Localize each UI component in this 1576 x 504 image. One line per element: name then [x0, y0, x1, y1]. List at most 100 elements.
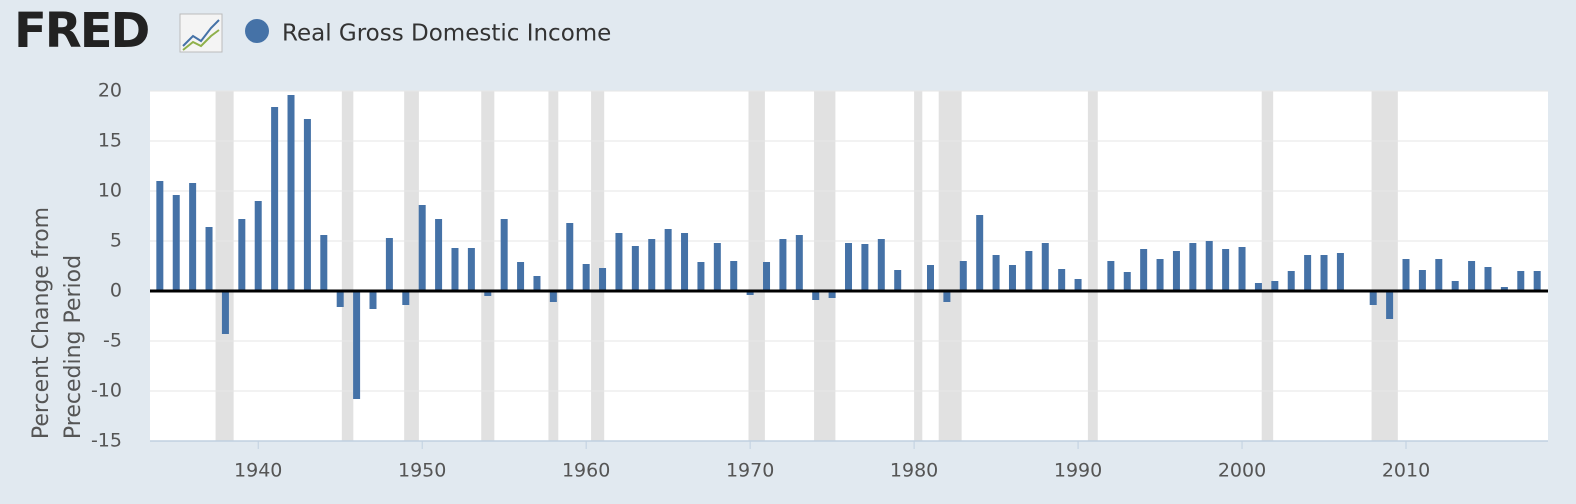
recession-band: [404, 91, 419, 441]
bar: [730, 261, 738, 291]
x-tick-label: 1960: [562, 460, 610, 482]
bar: [1205, 241, 1213, 291]
bar: [451, 248, 459, 291]
bar: [1517, 271, 1525, 291]
bar: [517, 262, 525, 291]
bar: [1156, 259, 1164, 291]
legend-label: Real Gross Domestic Income: [282, 21, 611, 47]
x-tick-label: 1970: [726, 460, 774, 482]
bar: [631, 246, 639, 291]
x-tick-label: 1950: [398, 460, 446, 482]
bar: [976, 215, 984, 291]
y-tick-label: 20: [98, 80, 122, 102]
logo: FRED: [14, 3, 149, 59]
bar: [1336, 253, 1344, 291]
bar: [1008, 265, 1016, 291]
bar: [238, 219, 246, 291]
x-tick-label: 1940: [234, 460, 282, 482]
bar: [1107, 261, 1115, 291]
recession-band: [938, 91, 962, 441]
recession-band: [814, 91, 836, 441]
x-tick-label: 2010: [1382, 460, 1430, 482]
recession-band: [548, 91, 559, 441]
recession-band: [1087, 91, 1098, 441]
bar: [926, 265, 934, 291]
bar: [353, 291, 361, 399]
bar: [713, 243, 721, 291]
y-axis-label: Percent Change from: [29, 207, 54, 439]
bar: [549, 291, 557, 302]
y-tick-label: 0: [110, 280, 122, 302]
bar: [189, 183, 197, 291]
recession-band: [748, 91, 765, 441]
bar: [500, 219, 508, 291]
bar: [599, 268, 607, 291]
bar: [1140, 249, 1148, 291]
bar: [1386, 291, 1394, 319]
bar: [812, 291, 820, 300]
bar: [681, 233, 689, 291]
bar: [763, 262, 771, 291]
bar: [1369, 291, 1377, 305]
bar: [336, 291, 344, 307]
bar: [845, 243, 853, 291]
bar: [418, 205, 426, 291]
bar: [779, 239, 787, 291]
recession-band: [1261, 91, 1274, 441]
bar: [648, 239, 656, 291]
x-tick-label: 1990: [1054, 460, 1102, 482]
bar: [861, 244, 869, 291]
bar: [1533, 271, 1541, 291]
bar: [1222, 249, 1230, 291]
bar: [1500, 287, 1508, 291]
bar: [467, 248, 475, 291]
y-tick-label: -10: [91, 380, 122, 402]
y-tick-label: 10: [98, 180, 122, 202]
y-tick-label: -15: [91, 430, 122, 452]
x-tick-label: 1980: [890, 460, 938, 482]
bar: [221, 291, 229, 334]
bar: [287, 95, 295, 291]
bar: [1189, 243, 1197, 291]
bar: [1435, 259, 1443, 291]
bar: [1123, 272, 1131, 291]
bar: [271, 107, 279, 291]
recession-band: [481, 91, 495, 441]
bar: [1041, 243, 1049, 291]
bar: [795, 235, 803, 291]
x-tick-label: 2000: [1218, 460, 1266, 482]
bar: [254, 201, 262, 291]
bar: [1468, 261, 1476, 291]
bar: [1025, 251, 1033, 291]
bar: [566, 223, 574, 291]
bar: [1304, 255, 1312, 291]
bar: [1271, 281, 1279, 291]
bar: [894, 270, 902, 291]
recession-band: [591, 91, 605, 441]
bar: [1058, 269, 1066, 291]
bar: [320, 235, 328, 291]
bar: [369, 291, 377, 309]
y-tick-label: -5: [103, 330, 122, 352]
y-tick-label: 5: [110, 230, 122, 252]
bar: [402, 291, 410, 305]
recession-band: [1371, 91, 1398, 441]
bar: [1238, 247, 1246, 291]
bar: [992, 255, 1000, 291]
bar: [435, 219, 443, 291]
bar: [1172, 251, 1180, 291]
bar: [1320, 255, 1328, 291]
bar: [877, 239, 885, 291]
bar: [205, 227, 213, 291]
logo-icon: [179, 13, 223, 53]
bar: [828, 291, 836, 298]
bar: [533, 276, 541, 291]
bar: [385, 238, 393, 291]
bar: [746, 291, 754, 295]
bar: [1402, 259, 1410, 291]
recession-band: [341, 91, 354, 441]
bar: [664, 229, 672, 291]
bar: [1287, 271, 1295, 291]
